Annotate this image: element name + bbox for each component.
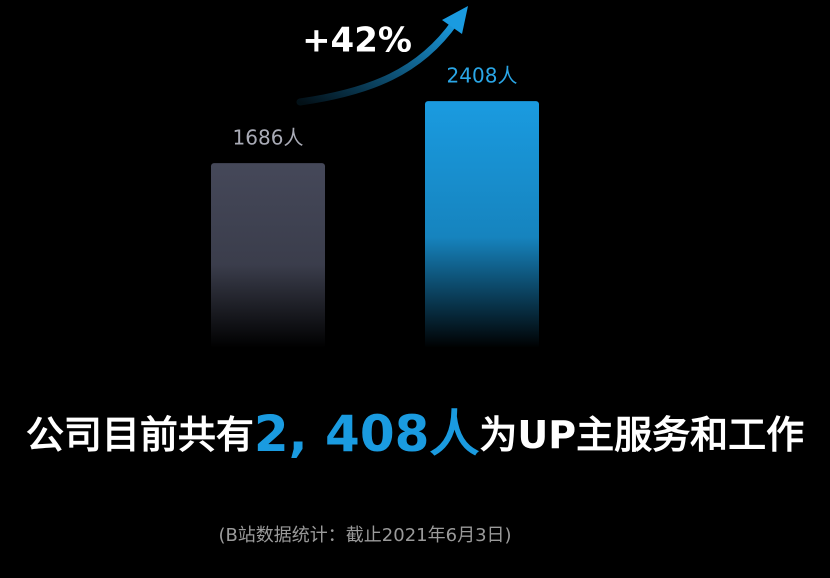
- growth-arrow: [296, 18, 459, 106]
- headline-before: 公司目前共有: [26, 413, 254, 457]
- headline: 公司目前共有2, 408人为UP主服务和工作: [26, 405, 804, 463]
- value-label: 2408人: [447, 64, 518, 88]
- arrow-head: [442, 6, 468, 34]
- value-label: 1686人: [233, 126, 304, 150]
- growth-annotation: +42%: [302, 21, 412, 61]
- headline-after: 为UP主服务和工作: [479, 413, 804, 457]
- footnote: (B站数据统计：截止2021年6月3日): [218, 525, 511, 546]
- bar: [211, 163, 325, 348]
- headline-highlight: 2, 408人: [254, 405, 480, 463]
- bar: [425, 101, 539, 348]
